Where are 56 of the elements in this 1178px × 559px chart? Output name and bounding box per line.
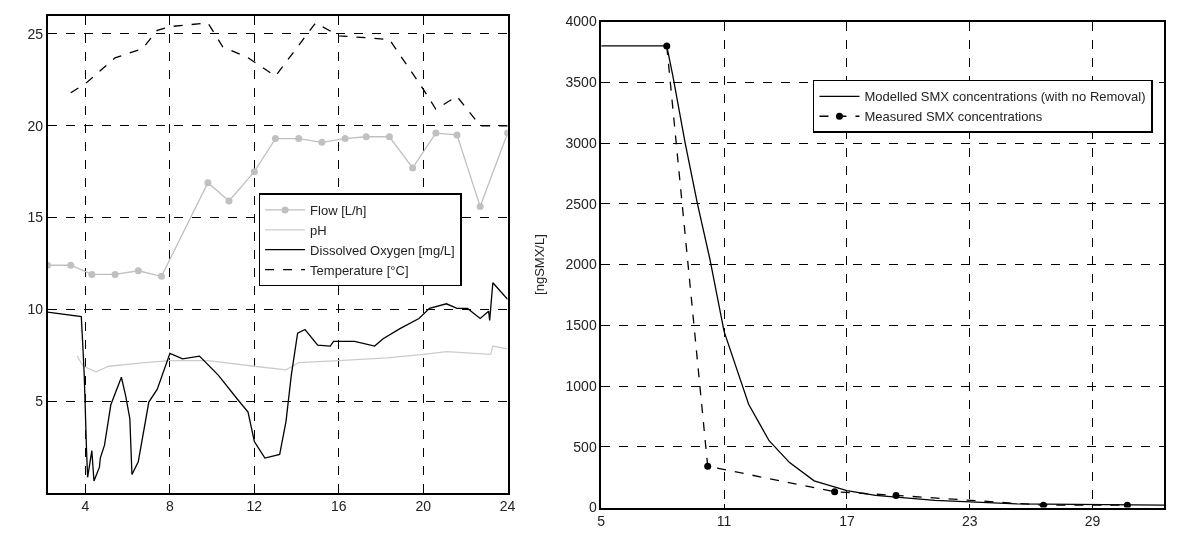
point <box>362 133 370 141</box>
y-tick-label: 500 <box>573 438 597 455</box>
legend-label: Temperature [°C] <box>310 262 409 278</box>
point <box>704 462 712 470</box>
x-tick-label: 8 <box>166 498 175 515</box>
point <box>250 168 258 176</box>
y-tick-label: 20 <box>27 117 44 134</box>
y-tick-label: 1500 <box>565 317 597 334</box>
y-tick-label: 10 <box>27 301 44 318</box>
point <box>409 164 417 172</box>
point <box>892 491 900 499</box>
point <box>111 270 119 278</box>
y-axis-title: [ngSMX/L] <box>531 234 547 295</box>
point <box>158 272 165 280</box>
line-series <box>76 345 508 373</box>
legend-label: Measured SMX concentrations <box>864 109 1043 125</box>
point <box>134 267 142 275</box>
point <box>271 135 279 143</box>
point <box>432 129 440 137</box>
x-tick-label: 16 <box>330 498 347 515</box>
x-tick-label: 12 <box>246 498 263 515</box>
y-tick-label: 2500 <box>565 195 597 212</box>
point <box>1039 501 1047 508</box>
point <box>295 135 303 143</box>
x-tick-label: 24 <box>499 498 516 515</box>
point <box>88 270 96 278</box>
point <box>476 203 484 211</box>
point <box>67 261 75 269</box>
legend-label: Modelled SMX concentrations (with no Removal) <box>864 89 1146 105</box>
point <box>204 179 212 187</box>
x-tick-label: 23 <box>961 513 978 530</box>
point <box>225 197 233 205</box>
y-tick-label: 4000 <box>565 13 597 30</box>
y-tick-label: 2000 <box>565 256 597 273</box>
point <box>385 133 393 141</box>
legend-label: Flow [L/h] <box>310 202 367 218</box>
x-tick-label: 29 <box>1084 513 1101 530</box>
y-tick-label: 0 <box>588 499 597 516</box>
point <box>831 488 839 496</box>
y-tick-label: 3000 <box>565 134 597 151</box>
legend-label: Dissolved Oxygen [mg/L] <box>310 242 455 258</box>
x-tick-label: 4 <box>81 498 90 515</box>
y-tick-label: 5 <box>35 393 44 410</box>
y-tick-label: 15 <box>27 209 44 226</box>
point <box>318 138 326 146</box>
x-tick-label: 20 <box>415 498 432 515</box>
y-tick-label: 1000 <box>565 377 597 394</box>
legend-label: pH <box>310 222 327 238</box>
y-tick-label: 3500 <box>565 74 597 91</box>
y-tick-label: 25 <box>27 25 44 42</box>
point <box>1123 501 1131 508</box>
point <box>341 135 349 143</box>
point <box>453 131 461 139</box>
x-tick-label: 11 <box>716 513 732 530</box>
x-tick-label: 17 <box>839 513 855 530</box>
point <box>663 42 671 50</box>
